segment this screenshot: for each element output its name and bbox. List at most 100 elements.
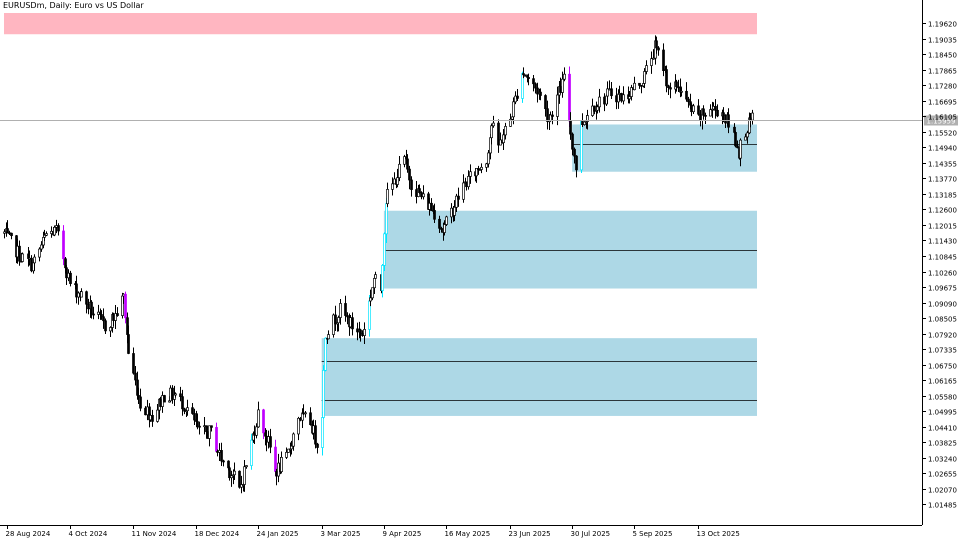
- candle: [746, 130, 749, 144]
- y-tick-label: 1.10260: [928, 270, 957, 278]
- candle-body: [687, 98, 690, 103]
- candle: [193, 408, 196, 425]
- candle: [238, 470, 241, 489]
- candle-body: [490, 125, 493, 139]
- candle: [536, 82, 539, 103]
- candle: [709, 104, 712, 117]
- candle-body: [522, 73, 525, 76]
- y-tick-label: 1.09675: [928, 285, 957, 293]
- candle-body: [240, 484, 243, 488]
- candle-body: [181, 396, 184, 410]
- candle-body: [692, 105, 695, 113]
- candle: [714, 99, 717, 119]
- candle: [453, 200, 456, 222]
- candle-body: [196, 421, 199, 427]
- candle: [40, 241, 43, 252]
- candle: [586, 109, 589, 130]
- candle: [622, 86, 625, 105]
- candle: [475, 168, 478, 183]
- candle: [21, 252, 24, 262]
- candle-body: [532, 78, 535, 85]
- candle-body: [321, 417, 324, 448]
- candle-body: [391, 183, 394, 190]
- demand-zone-3: [321, 338, 757, 416]
- y-tick-label: 1.09090: [928, 301, 957, 309]
- candle-body: [292, 433, 295, 447]
- candle: [665, 65, 668, 93]
- candle: [467, 170, 470, 190]
- candle-body: [339, 303, 342, 318]
- candle-body: [334, 314, 337, 325]
- candle: [739, 138, 742, 167]
- candle-body: [665, 69, 668, 87]
- candle-body: [467, 176, 470, 188]
- candle-body: [586, 115, 589, 122]
- candle: [504, 122, 507, 140]
- candle: [240, 475, 243, 494]
- plot-frame: [0, 0, 923, 526]
- candle-body: [222, 460, 225, 463]
- candle: [445, 215, 448, 227]
- candle: [734, 130, 737, 148]
- candle-body: [139, 396, 142, 409]
- candle: [255, 423, 258, 439]
- candle-body: [351, 317, 354, 330]
- candle-body: [10, 232, 13, 237]
- y-tick-label: 1.16105: [928, 114, 957, 122]
- candle-body: [516, 95, 519, 99]
- candle-body: [667, 85, 670, 88]
- candle-body: [638, 82, 641, 86]
- y-tick-label: 1.13770: [928, 176, 957, 184]
- candle: [516, 89, 519, 101]
- candle-body: [596, 106, 599, 111]
- candle-body: [655, 40, 658, 49]
- y-tick-label: 1.14940: [928, 145, 957, 153]
- candle-body: [127, 334, 130, 354]
- candle-body: [606, 88, 609, 97]
- candle-body: [57, 225, 60, 232]
- candle: [610, 81, 613, 100]
- candle: [292, 432, 295, 451]
- candle: [628, 90, 631, 104]
- candle-body: [422, 193, 425, 198]
- candle-body: [171, 387, 174, 400]
- y-ticks: 1.19620 1.19035 1.18450 1.17865 1.17280 1.166…: [922, 21, 957, 510]
- candle: [408, 165, 411, 190]
- candle: [485, 162, 488, 172]
- candle-body: [92, 313, 95, 316]
- candle-body: [396, 177, 399, 185]
- candle-body: [514, 95, 517, 103]
- supply-zone-0: [4, 13, 757, 35]
- candle-body: [580, 121, 583, 171]
- candle: [544, 94, 547, 117]
- current-price-label-bg: [924, 115, 958, 126]
- candle-body: [314, 425, 317, 445]
- candle-body: [346, 315, 349, 318]
- candle-body: [53, 227, 56, 236]
- candle: [662, 43, 665, 77]
- candle-body: [561, 78, 564, 93]
- candle: [344, 295, 347, 322]
- candle: [418, 184, 421, 194]
- candle-body: [90, 301, 93, 315]
- candle-body: [208, 425, 211, 439]
- candle: [575, 155, 578, 178]
- candle: [222, 459, 225, 467]
- x-tick-label: 11 Nov 2024: [132, 530, 177, 538]
- candle: [539, 88, 542, 101]
- candle-body: [344, 303, 347, 316]
- candle-body: [38, 248, 41, 258]
- candle: [524, 74, 527, 77]
- candle-body: [280, 457, 283, 472]
- y-tick-label: 1.11430: [928, 238, 957, 246]
- candle-body: [255, 426, 258, 436]
- candle-body: [443, 224, 446, 233]
- candle-body: [551, 114, 554, 117]
- candle-body: [536, 87, 539, 95]
- candle: [186, 399, 189, 416]
- candle: [3, 229, 6, 239]
- candle-body: [85, 291, 88, 305]
- candle-body: [739, 139, 742, 159]
- candle: [18, 240, 21, 266]
- y-tick-label: 1.07335: [928, 347, 957, 355]
